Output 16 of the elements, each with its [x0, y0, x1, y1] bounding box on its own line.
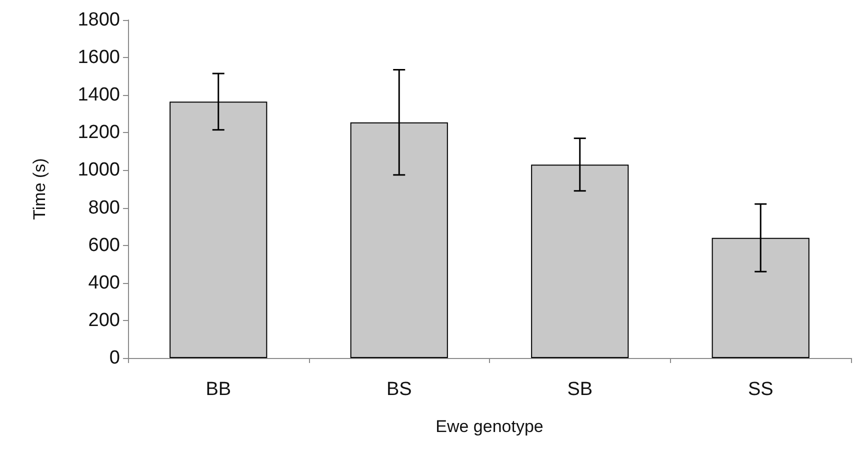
x-axis-title: Ewe genotype: [436, 417, 544, 436]
y-tick-label: 1600: [78, 47, 120, 68]
y-tick-label: 1000: [78, 160, 120, 181]
x-tick-label: BB: [206, 379, 232, 400]
y-tick-label: 1800: [78, 10, 120, 30]
y-tick-label: 0: [109, 348, 120, 368]
y-tick-label: 600: [88, 234, 120, 256]
y-axis-title: Time (s): [30, 158, 49, 220]
y-tick-label: 400: [88, 272, 120, 294]
x-tick-label: BS: [386, 379, 412, 400]
y-tick-label: 1200: [78, 122, 120, 144]
y-tick-label: 1400: [78, 84, 120, 106]
y-tick-label: 800: [88, 197, 120, 218]
y-tick-label: 200: [88, 310, 120, 331]
x-tick-label: SB: [567, 379, 593, 400]
x-tick-label: SS: [748, 379, 774, 400]
